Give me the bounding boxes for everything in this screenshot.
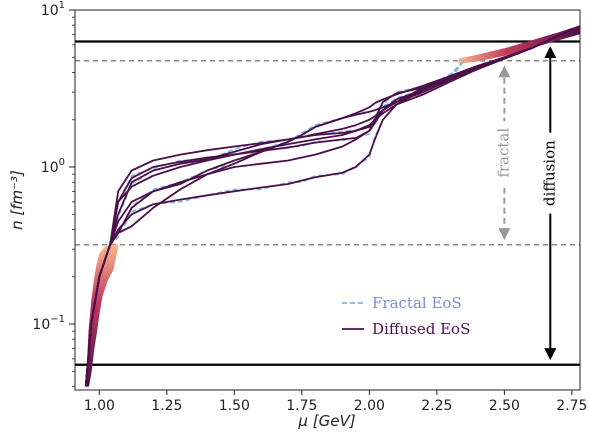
fractal-eos-line <box>85 60 465 387</box>
x-tick-label: 1.50 <box>219 398 250 414</box>
x-axis-label: μ [GeV] <box>297 412 355 430</box>
diffusion-annotation: diffusion <box>540 140 558 206</box>
x-tick-label: 1.25 <box>151 398 182 414</box>
x-tick-label: 2.50 <box>489 398 520 414</box>
x-tick-label: 2.25 <box>421 398 452 414</box>
y-tick-label: 10−1 <box>32 314 65 333</box>
annotation-bg <box>494 121 515 185</box>
diffused-eos-line <box>84 28 573 387</box>
x-tick-label: 2.75 <box>556 398 587 414</box>
high-density-band <box>458 25 580 64</box>
fractal-annotation: fractal <box>494 128 512 178</box>
plot-frame <box>74 9 581 391</box>
y-axis-label: n [fm⁻³] <box>8 170 26 230</box>
diffused-eos-line <box>84 28 573 387</box>
legend-fractal-label: Fractal EoS <box>372 294 462 312</box>
diffused-eos-line <box>84 28 573 387</box>
diffused-eos-line <box>84 28 573 387</box>
diffused-eos-line <box>84 28 573 387</box>
diffused-eos-line <box>84 28 573 387</box>
x-tick-label: 1.00 <box>84 398 115 414</box>
x-tick-label: 1.75 <box>286 398 317 414</box>
diffused-eos-line <box>84 28 573 387</box>
annotation-bg <box>540 132 561 214</box>
x-tick-label: 2.00 <box>354 398 385 414</box>
legend-diffused-label: Diffused EoS <box>372 320 470 338</box>
y-tick-label: 100 <box>41 157 65 176</box>
low-density-band <box>85 244 119 387</box>
diffused-eos-line <box>84 28 573 387</box>
y-tick-label: 101 <box>41 0 65 19</box>
